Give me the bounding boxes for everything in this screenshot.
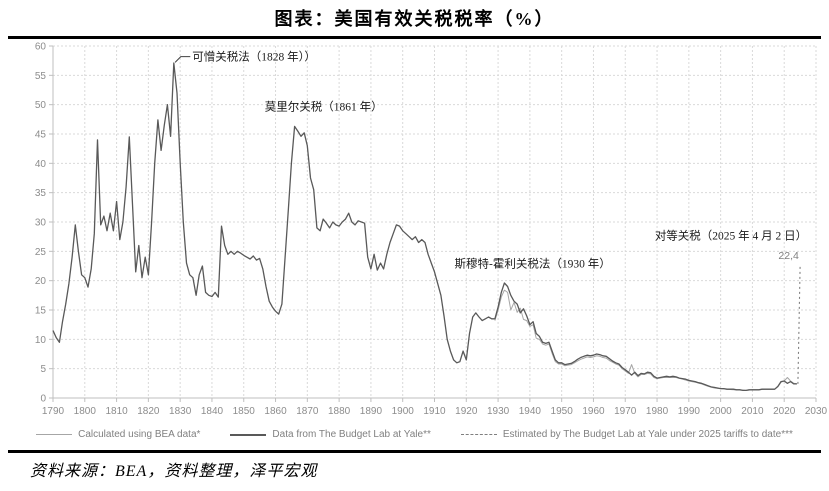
legend-line-yale-icon [230,433,267,436]
legend-item-yale: Data from The Budget Lab at Yale** [230,429,431,440]
svg-text:20: 20 [35,276,47,287]
legend-label-estimate: Estimated by The Budget Lab at Yale unde… [502,429,793,440]
svg-text:1910: 1910 [423,406,446,417]
svg-text:55: 55 [35,71,47,82]
chart-legend: Calculated using BEA data* Data from The… [0,429,829,440]
svg-text:5: 5 [40,364,46,375]
series-line-1 [52,62,797,392]
svg-text:1870: 1870 [296,406,319,417]
svg-text:2030: 2030 [805,406,828,417]
annotations: 可憎关税法（1828 年）） 莫里尔关税（1861 年） 斯穆特-霍利关税法（193… [174,50,807,271]
svg-text:45: 45 [35,130,47,141]
annotation-label-2: 斯穆特-霍利关税法（1930 年） [455,257,611,271]
svg-text:1880: 1880 [328,406,351,417]
top-rule [8,36,821,39]
svg-text:1840: 1840 [201,406,224,417]
svg-text:25: 25 [35,247,47,258]
svg-text:1890: 1890 [360,406,383,417]
svg-text:35: 35 [35,188,47,199]
series-line-0 [494,289,797,391]
svg-text:1850: 1850 [233,406,256,417]
svg-text:1920: 1920 [455,406,478,417]
svg-text:40: 40 [35,159,47,170]
svg-text:1960: 1960 [582,406,605,417]
svg-text:1970: 1970 [614,406,637,417]
series-lines [52,62,801,392]
svg-text:1790: 1790 [42,406,65,417]
svg-text:1940: 1940 [519,406,542,417]
svg-text:50: 50 [35,100,47,111]
legend-item-estimate: Estimated by The Budget Lab at Yale unde… [460,429,793,440]
svg-text:0: 0 [40,394,46,405]
annotation-leader-0 [174,56,191,63]
legend-label-yale: Data from The Budget Lab at Yale** [272,429,431,440]
svg-text:1810: 1810 [105,406,128,417]
gridlines [53,45,817,398]
legend-item-bea: Calculated using BEA data* [36,429,200,440]
tariff-chart: 0 5 10 15 20 25 30 35 40 45 50 55 60 1790 1800 1810 1820… [35,42,828,418]
data-point-label: 22,4 [778,250,799,262]
series-line-2 [797,266,801,384]
source-note: 资料来源：BEA，资料整理，泽平宏观 [30,463,318,480]
annotation-label-0: 可憎关税法（1828 年）） [192,50,316,64]
legend-label-bea: Calculated using BEA data* [78,429,201,440]
svg-text:30: 30 [35,218,47,229]
legend-line-estimate-icon [460,434,497,435]
annotation-label-3: 对等关税（2025 年 4 月 2 日） [655,228,807,242]
chart-title: 图表：美国有效关税税率（%） [274,9,555,29]
tick-labels: 0 5 10 15 20 25 30 35 40 45 50 55 60 1790 1800 1810 1820… [35,42,828,418]
svg-text:1800: 1800 [74,406,97,417]
svg-text:1950: 1950 [551,406,574,417]
svg-text:1930: 1930 [487,406,510,417]
svg-text:1980: 1980 [646,406,669,417]
svg-text:60: 60 [35,42,47,53]
svg-text:1900: 1900 [392,406,415,417]
svg-text:2020: 2020 [773,406,796,417]
axes [49,45,817,402]
svg-text:1820: 1820 [137,406,160,417]
svg-text:2000: 2000 [710,406,733,417]
svg-text:1860: 1860 [264,406,287,417]
svg-text:1830: 1830 [169,406,192,417]
svg-text:10: 10 [35,335,47,346]
legend-line-bea-icon [36,434,73,435]
bottom-rule [8,450,821,453]
svg-text:1990: 1990 [678,406,701,417]
annotation-label-1: 莫里尔关税（1861 年） [265,99,383,113]
svg-text:15: 15 [35,306,47,317]
svg-text:2010: 2010 [741,406,764,417]
